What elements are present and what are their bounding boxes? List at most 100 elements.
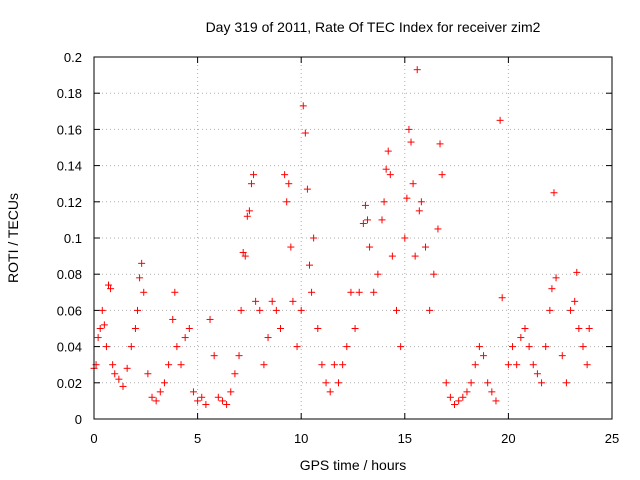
data-point: [546, 306, 554, 314]
data-point: [374, 270, 382, 278]
data-point: [525, 343, 533, 351]
data-point: [533, 370, 541, 378]
data-point: [314, 325, 322, 332]
data-point: [194, 397, 202, 405]
data-point: [355, 288, 363, 296]
data-point: [138, 259, 146, 267]
data-point: [550, 189, 558, 197]
data-point: [131, 325, 139, 332]
data-point: [388, 252, 396, 260]
data-point: [430, 270, 438, 278]
data-point: [504, 361, 512, 369]
data-point: [268, 297, 276, 305]
data-point: [382, 165, 390, 173]
data-point: [202, 401, 210, 409]
data-point: [542, 343, 550, 351]
data-point: [281, 171, 289, 179]
data-point: [218, 397, 226, 405]
data-point: [366, 243, 374, 251]
data-point: [558, 352, 566, 360]
data-point: [384, 147, 392, 155]
x-tick-label: 10: [294, 431, 308, 446]
data-point: [397, 343, 405, 351]
data-point: [442, 379, 450, 387]
y-tick-label: 0.12: [57, 195, 82, 210]
data-point: [289, 297, 297, 305]
data-point: [529, 361, 537, 369]
data-point: [496, 116, 504, 124]
data-point: [303, 185, 311, 193]
data-point: [171, 288, 179, 296]
data-point: [347, 288, 355, 296]
x-tick-label: 0: [90, 431, 97, 446]
data-point: [115, 375, 123, 383]
data-point: [415, 207, 423, 215]
data-point: [235, 352, 243, 360]
data-point: [480, 352, 488, 360]
data-point: [521, 325, 529, 332]
data-point: [107, 285, 115, 293]
y-tick-label: 0.04: [57, 340, 82, 355]
data-point: [119, 382, 127, 390]
data-point: [160, 379, 168, 387]
data-point: [173, 343, 181, 351]
data-point: [575, 325, 583, 332]
data-point: [136, 274, 144, 282]
data-point: [109, 361, 117, 369]
data-point: [426, 306, 434, 314]
data-point: [227, 388, 235, 396]
data-point: [165, 361, 173, 369]
data-point: [243, 212, 251, 220]
data-point: [148, 393, 156, 401]
data-point: [583, 361, 591, 369]
data-point: [552, 274, 560, 282]
data-point: [562, 379, 570, 387]
data-point: [198, 393, 206, 401]
data-point: [343, 343, 351, 351]
data-point: [241, 252, 249, 260]
data-point: [223, 401, 231, 409]
data-point: [285, 180, 293, 188]
data-point: [434, 225, 442, 233]
data-point: [409, 180, 417, 188]
data-point: [361, 201, 369, 209]
data-point: [538, 379, 546, 387]
data-point: [318, 361, 326, 369]
data-point: [111, 370, 119, 378]
data-point: [459, 393, 467, 401]
data-point: [364, 216, 372, 224]
data-point: [301, 129, 309, 137]
data-point: [134, 306, 142, 314]
y-tick-label: 0.02: [57, 376, 82, 391]
x-tick-label: 15: [398, 431, 412, 446]
y-tick-label: 0.06: [57, 303, 82, 318]
data-point: [386, 171, 394, 179]
data-point: [471, 361, 479, 369]
data-point: [189, 388, 197, 396]
data-point: [308, 288, 316, 296]
data-point: [299, 102, 307, 110]
data-point: [94, 334, 102, 342]
data-point: [393, 306, 401, 314]
plot-frame: [93, 56, 613, 420]
data-point: [334, 379, 342, 387]
data-point: [231, 370, 239, 378]
data-point: [484, 379, 492, 387]
data-point: [177, 361, 185, 369]
data-point: [144, 370, 152, 378]
y-tick-label: 0.14: [57, 159, 82, 174]
data-point: [293, 343, 301, 351]
data-point: [436, 140, 444, 148]
data-point: [401, 234, 409, 242]
data-point: [498, 294, 506, 302]
data-point: [260, 361, 268, 369]
data-point: [305, 261, 313, 269]
data-point: [310, 234, 318, 242]
data-point: [378, 216, 386, 224]
data-point: [100, 321, 108, 329]
y-tick-label: 0.08: [57, 267, 82, 282]
data-point: [169, 315, 177, 323]
data-point: [488, 388, 496, 396]
data-point: [239, 248, 247, 256]
data-point: [446, 393, 454, 401]
